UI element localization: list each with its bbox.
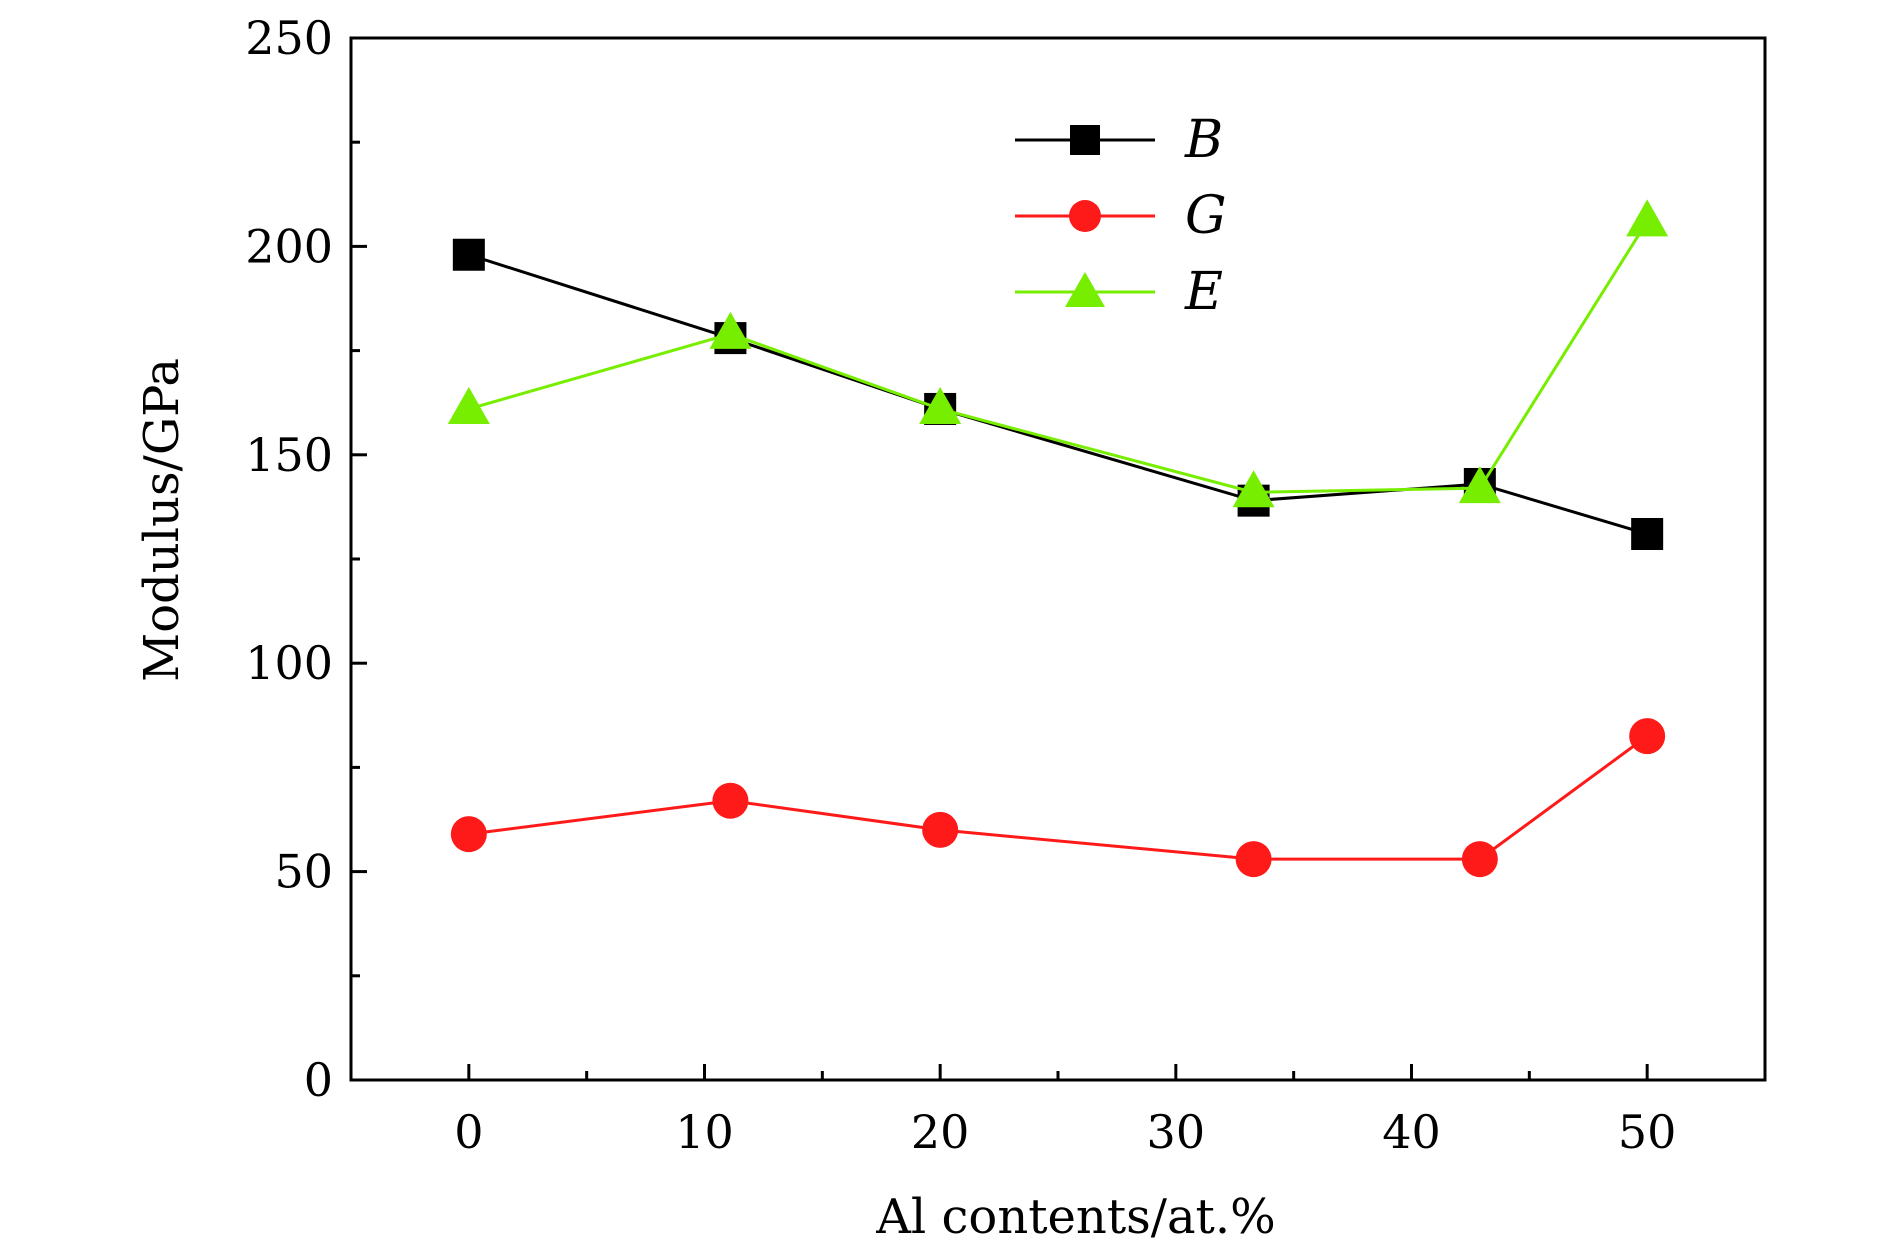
data-point-b bbox=[1631, 517, 1664, 550]
x-tick-label: 30 bbox=[1147, 1105, 1206, 1159]
data-point-e bbox=[1458, 466, 1501, 504]
legend-marker-g bbox=[1069, 200, 1101, 232]
tick-layer: 0 10 20 30 40 50 0 50 100 150 200 250 bbox=[245, 11, 1676, 1159]
data-point-g bbox=[450, 816, 487, 853]
data-point-g bbox=[922, 811, 959, 848]
series-line-g bbox=[468, 734, 1649, 861]
data-point-g bbox=[1629, 718, 1666, 755]
y-tick-label: 50 bbox=[274, 845, 333, 899]
data-point-e bbox=[709, 311, 752, 349]
series-line-b bbox=[468, 253, 1648, 536]
legend: B G E bbox=[1015, 110, 1227, 322]
x-tick-label: 20 bbox=[911, 1105, 970, 1159]
legend-label-e: E bbox=[1184, 262, 1223, 322]
y-axis-label: Modulus/GPa bbox=[134, 358, 190, 682]
data-point-e bbox=[1626, 199, 1669, 237]
y-tick-label: 150 bbox=[245, 428, 333, 482]
y-tick-label: 250 bbox=[245, 11, 333, 65]
x-axis-label: Al contents/at.% bbox=[875, 1189, 1275, 1245]
legend-label-b: B bbox=[1184, 110, 1223, 170]
y-tick-label: 200 bbox=[245, 219, 333, 273]
x-tick-label: 50 bbox=[1618, 1105, 1677, 1159]
legend-marker-b bbox=[1070, 125, 1100, 155]
data-point-g bbox=[712, 782, 749, 819]
y-tick-label: 100 bbox=[245, 636, 333, 690]
legend-marker-e bbox=[1065, 272, 1105, 307]
data-point-b bbox=[452, 238, 485, 271]
data-point-e bbox=[919, 386, 962, 424]
plot-frame bbox=[349, 36, 1767, 1082]
x-tick-label: 40 bbox=[1382, 1105, 1441, 1159]
legend-label-g: G bbox=[1185, 186, 1227, 246]
x-tick-label: 0 bbox=[454, 1105, 483, 1159]
series-line-e bbox=[468, 220, 1649, 494]
y-tick-label: 0 bbox=[304, 1053, 333, 1107]
data-point-e bbox=[1232, 470, 1275, 508]
series-layer bbox=[447, 199, 1669, 878]
data-point-g bbox=[1235, 841, 1272, 878]
data-point-e bbox=[447, 386, 490, 424]
x-tick-label: 10 bbox=[675, 1105, 734, 1159]
data-point-g bbox=[1461, 841, 1498, 878]
